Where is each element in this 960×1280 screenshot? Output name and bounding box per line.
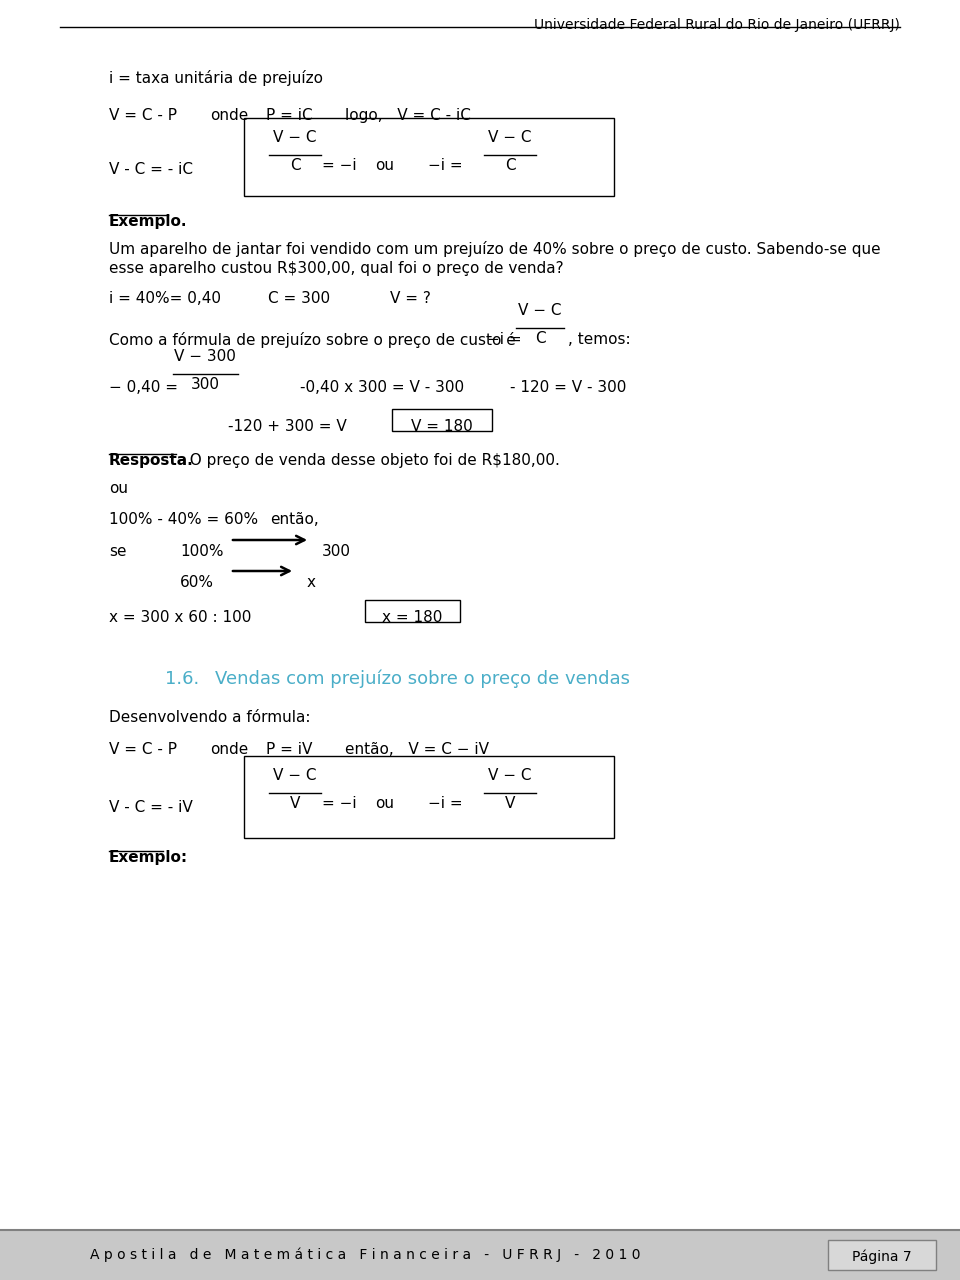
- Text: V − 300: V − 300: [174, 349, 236, 364]
- Text: V − C: V − C: [489, 131, 532, 145]
- Text: Desenvolvendo a fórmula:: Desenvolvendo a fórmula:: [109, 710, 310, 724]
- Text: −i =: −i =: [428, 796, 463, 812]
- Text: V - C = - iV: V - C = - iV: [109, 800, 193, 815]
- Text: V − C: V − C: [489, 768, 532, 783]
- Text: 1.6.: 1.6.: [165, 669, 200, 689]
- Text: V: V: [290, 796, 300, 812]
- Text: -0,40 x 300 = V - 300: -0,40 x 300 = V - 300: [300, 380, 464, 396]
- Text: x = 300 x 60 : 100: x = 300 x 60 : 100: [109, 611, 252, 625]
- Text: Resposta.: Resposta.: [109, 453, 194, 468]
- Text: V = C - P: V = C - P: [109, 108, 177, 123]
- Text: então,   V = C − iV: então, V = C − iV: [345, 742, 489, 756]
- Text: V = C - P: V = C - P: [109, 742, 177, 756]
- Text: x: x: [307, 575, 316, 590]
- Text: V = ?: V = ?: [390, 291, 431, 306]
- Text: , temos:: , temos:: [568, 332, 631, 347]
- Text: C = 300: C = 300: [268, 291, 330, 306]
- Text: P = iV: P = iV: [266, 742, 312, 756]
- Bar: [244, 118, 614, 196]
- Text: V − C: V − C: [518, 303, 562, 317]
- Bar: [0, 1230, 960, 1280]
- Text: i = 40%= 0,40: i = 40%= 0,40: [109, 291, 221, 306]
- Text: 60%: 60%: [180, 575, 214, 590]
- Text: Universidade Federal Rural do Rio de Janeiro (UFRRJ): Universidade Federal Rural do Rio de Jan…: [534, 18, 900, 32]
- Text: V - C = - iC: V - C = - iC: [109, 163, 193, 177]
- Text: 100% - 40% = 60%: 100% - 40% = 60%: [109, 512, 258, 527]
- Text: C: C: [290, 157, 300, 173]
- Text: −i =: −i =: [487, 332, 521, 347]
- Text: Exemplo.: Exemplo.: [109, 214, 187, 229]
- Text: V − C: V − C: [274, 768, 317, 783]
- Text: esse aparelho custou R$300,00, qual foi o preço de venda?: esse aparelho custou R$300,00, qual foi …: [109, 261, 564, 276]
- Text: ou: ou: [375, 796, 394, 812]
- Text: A p o s t i l a   d e   M a t e m á t i c a   F i n a n c e i r a   -   U F R R : A p o s t i l a d e M a t e m á t i c a …: [90, 1248, 640, 1262]
- Text: O preço de venda desse objeto foi de R$180,00.: O preço de venda desse objeto foi de R$1…: [180, 453, 560, 468]
- Bar: [828, 1240, 936, 1270]
- Text: ou: ou: [375, 157, 394, 173]
- Text: = −i: = −i: [322, 157, 356, 173]
- Text: −i =: −i =: [428, 157, 463, 173]
- Bar: [392, 410, 492, 431]
- Text: então,: então,: [270, 512, 319, 527]
- Text: onde: onde: [210, 742, 249, 756]
- Text: -120 + 300 = V: -120 + 300 = V: [228, 419, 347, 434]
- Text: = −i: = −i: [322, 796, 356, 812]
- Text: V = 180: V = 180: [411, 419, 473, 434]
- Text: Como a fórmula de prejuízo sobre o preço de custo é: Como a fórmula de prejuízo sobre o preço…: [109, 332, 516, 348]
- Text: V: V: [505, 796, 516, 812]
- Text: onde: onde: [210, 108, 249, 123]
- Text: - 120 = V - 300: - 120 = V - 300: [510, 380, 626, 396]
- Text: C: C: [505, 157, 516, 173]
- Text: Um aparelho de jantar foi vendido com um prejuízo de 40% sobre o preço de custo.: Um aparelho de jantar foi vendido com um…: [109, 241, 880, 257]
- Text: V − C: V − C: [274, 131, 317, 145]
- Text: C: C: [535, 332, 545, 346]
- Bar: [365, 600, 460, 622]
- Text: 100%: 100%: [180, 544, 224, 559]
- Text: 300: 300: [190, 378, 220, 392]
- Text: logo,   V = C - iC: logo, V = C - iC: [345, 108, 470, 123]
- Text: ou: ou: [109, 481, 128, 495]
- Text: Exemplo:: Exemplo:: [109, 850, 188, 865]
- Bar: [244, 756, 614, 838]
- Text: P = iC: P = iC: [266, 108, 313, 123]
- Text: − 0,40 =: − 0,40 =: [109, 380, 178, 396]
- Text: Vendas com prejuízo sobre o preço de vendas: Vendas com prejuízo sobre o preço de ven…: [215, 669, 630, 689]
- Text: 300: 300: [322, 544, 351, 559]
- Text: i = taxa unitária de prejuízo: i = taxa unitária de prejuízo: [109, 70, 323, 86]
- Text: se: se: [109, 544, 127, 559]
- Text: Página 7: Página 7: [852, 1249, 912, 1265]
- Text: x = 180: x = 180: [382, 611, 443, 625]
